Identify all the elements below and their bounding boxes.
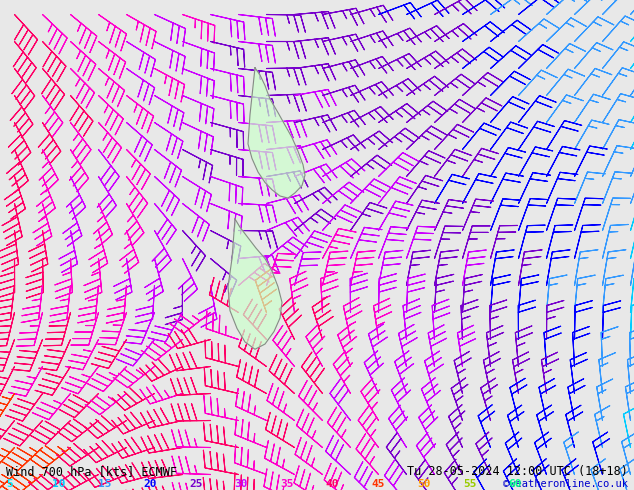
Text: 45: 45 (372, 479, 385, 489)
Text: 10: 10 (52, 479, 65, 489)
Polygon shape (248, 68, 305, 198)
Text: 60: 60 (508, 479, 522, 489)
Polygon shape (228, 219, 282, 349)
Text: 5: 5 (6, 479, 13, 489)
Text: Wind 700 hPa [kts] ECMWF: Wind 700 hPa [kts] ECMWF (6, 465, 178, 478)
Text: 35: 35 (280, 479, 294, 489)
Text: 40: 40 (326, 479, 339, 489)
Text: 15: 15 (98, 479, 111, 489)
Text: ©weatheronline.co.uk: ©weatheronline.co.uk (503, 479, 628, 489)
Text: 25: 25 (189, 479, 202, 489)
Text: 20: 20 (143, 479, 157, 489)
Text: 55: 55 (463, 479, 476, 489)
Text: 50: 50 (417, 479, 430, 489)
Text: Tu 28-05-2024 12:00 UTC (18+18): Tu 28-05-2024 12:00 UTC (18+18) (407, 465, 628, 478)
Text: 30: 30 (235, 479, 248, 489)
